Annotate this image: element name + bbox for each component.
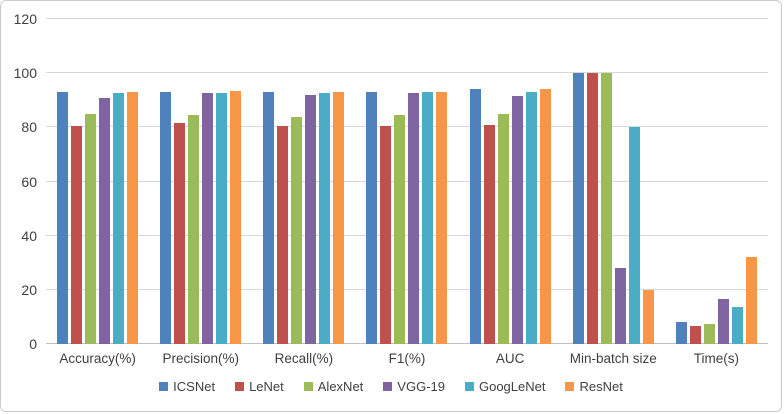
legend-swatch-icon bbox=[303, 382, 313, 391]
legend-label: LeNet bbox=[249, 379, 284, 394]
bar-group-f1 bbox=[355, 19, 458, 344]
legend-item-resnet: ResNet bbox=[565, 379, 623, 394]
legend-label: VGG-19 bbox=[397, 379, 445, 394]
y-tick-label: 120 bbox=[13, 11, 37, 27]
bar-group-accuracy bbox=[46, 19, 149, 344]
bar-group-min-batch-size bbox=[562, 19, 665, 344]
gridline bbox=[46, 180, 768, 182]
bar-lenet bbox=[380, 125, 392, 344]
x-category-label: Min-batch size bbox=[569, 351, 657, 366]
x-category-label: Accuracy(%) bbox=[59, 351, 136, 366]
legend-label: GoogLeNet bbox=[478, 379, 546, 394]
bar-icsnet bbox=[366, 92, 378, 344]
bar-alexnet bbox=[394, 115, 406, 344]
legend-label: ICSNet bbox=[173, 379, 216, 394]
bar-vgg-19 bbox=[511, 96, 523, 344]
legend-swatch-icon bbox=[159, 382, 169, 391]
x-axis-labels: Accuracy(%) Precision(%) Recall(%) F1(%) AUC… bbox=[46, 351, 768, 366]
legend-item-googlenet: GoogLeNet bbox=[464, 379, 546, 394]
bar-resnet bbox=[745, 257, 757, 344]
legend-swatch-icon bbox=[383, 382, 393, 391]
bar-googlenet bbox=[216, 93, 228, 344]
x-category-label: Time(s) bbox=[693, 351, 740, 366]
bar-vgg-19 bbox=[202, 93, 214, 344]
bar-googlenet bbox=[113, 93, 125, 344]
bar-alexnet bbox=[600, 73, 612, 344]
bar-resnet bbox=[436, 92, 448, 344]
legend-label: ResNet bbox=[579, 379, 623, 394]
bar-lenet bbox=[483, 124, 495, 344]
bar-resnet bbox=[539, 89, 551, 344]
bar-vgg-19 bbox=[614, 268, 626, 344]
y-tick-label: 60 bbox=[21, 173, 37, 190]
legend-item-alexnet: AlexNet bbox=[303, 379, 364, 394]
bar-googlenet bbox=[628, 127, 640, 344]
bar-resnet bbox=[333, 92, 345, 344]
bar-icsnet bbox=[57, 92, 69, 344]
legend-swatch-icon bbox=[464, 382, 474, 391]
bar-resnet bbox=[230, 90, 242, 344]
legend-item-vgg-19: VGG-19 bbox=[383, 379, 445, 394]
legend-label: AlexNet bbox=[317, 379, 364, 394]
bar-icsnet bbox=[572, 73, 584, 344]
bar-alexnet bbox=[291, 116, 303, 344]
legend-item-lenet: LeNet bbox=[235, 379, 284, 394]
y-tick-label: 20 bbox=[21, 281, 37, 298]
bar-googlenet bbox=[422, 92, 434, 344]
bar-alexnet bbox=[85, 113, 97, 344]
bar-lenet bbox=[689, 326, 701, 344]
legend-swatch-icon bbox=[235, 382, 245, 391]
x-category-label: F1(%) bbox=[388, 351, 426, 366]
gridline bbox=[46, 126, 768, 128]
bar-googlenet bbox=[731, 307, 743, 344]
bar-vgg-19 bbox=[408, 93, 420, 344]
legend-swatch-icon bbox=[565, 382, 575, 391]
bar-googlenet bbox=[319, 93, 331, 344]
y-tick-label: 80 bbox=[21, 119, 37, 136]
x-category-label: Recall(%) bbox=[274, 351, 334, 366]
legend-item-icsnet: ICSNet bbox=[159, 379, 215, 394]
x-category-label: AUC bbox=[495, 351, 525, 366]
gridline bbox=[46, 234, 768, 236]
bar-lenet bbox=[174, 123, 186, 344]
bar-group-precision bbox=[149, 19, 252, 344]
bar-group-recall bbox=[252, 19, 355, 344]
bar-googlenet bbox=[525, 92, 537, 344]
x-axis-line bbox=[46, 343, 768, 344]
y-tick-label: 40 bbox=[21, 227, 37, 244]
bar-resnet bbox=[642, 289, 654, 344]
y-tick-label: 0 bbox=[29, 336, 37, 352]
y-tick-label: 100 bbox=[13, 65, 37, 82]
bar-resnet bbox=[127, 92, 139, 344]
bar-vgg-19 bbox=[305, 94, 317, 344]
bar-lenet bbox=[71, 125, 83, 344]
bar-vgg-19 bbox=[99, 97, 111, 344]
gridline bbox=[46, 72, 768, 74]
bar-icsnet bbox=[469, 89, 481, 344]
bar-groups bbox=[46, 19, 768, 344]
bar-alexnet bbox=[188, 115, 200, 344]
bar-icsnet bbox=[263, 92, 275, 344]
gridline bbox=[46, 288, 768, 290]
legend: ICSNet LeNet AlexNet VGG-19 GoogLeNet ResNet bbox=[1, 379, 781, 394]
bar-alexnet bbox=[703, 323, 715, 344]
bar-group-time-s bbox=[665, 19, 768, 344]
bar-icsnet bbox=[160, 92, 172, 344]
plot-area bbox=[46, 18, 768, 344]
x-category-label: Precision(%) bbox=[162, 351, 239, 366]
gridline bbox=[46, 18, 768, 19]
bar-lenet bbox=[586, 73, 598, 344]
bar-vgg-19 bbox=[717, 299, 729, 344]
bar-lenet bbox=[277, 125, 289, 344]
bar-icsnet bbox=[675, 322, 687, 344]
bar-group-auc bbox=[459, 19, 562, 344]
bar-alexnet bbox=[497, 113, 509, 344]
